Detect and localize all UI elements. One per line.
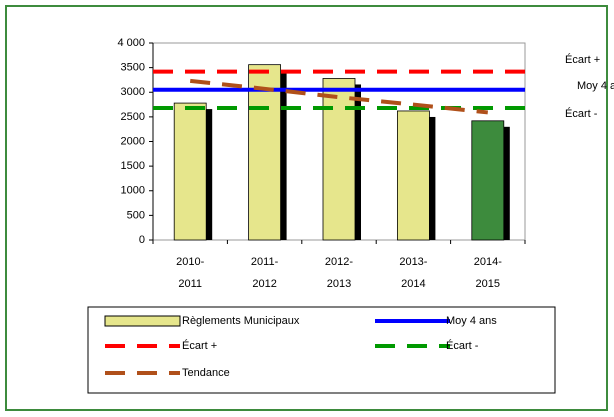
legend-label: Écart - [446,339,479,352]
bar [471,120,505,241]
annotation: Écart - [565,107,598,120]
y-tick-label: 3000 [121,86,145,98]
x-tick-label: 2011 [178,278,202,290]
y-tick-label: 500 [127,209,145,221]
x-tick-label: 2012 [252,278,276,290]
x-tick-label: 2014- [474,256,502,268]
y-tick-label: 2500 [121,111,145,123]
x-tick-label: 2012- [325,256,353,268]
bar [248,64,282,241]
y-tick-label: 1500 [121,160,145,172]
annotation: Écart + [565,53,600,66]
x-tick-label: 2014 [401,278,425,290]
legend-label: Règlements Municipaux [182,315,300,327]
line-series [189,78,489,115]
y-tick-label: 2000 [121,135,145,147]
x-tick-label: 2010- [176,256,204,268]
x-tick-label: 2015 [476,278,500,290]
x-tick-label: 2013 [327,278,351,290]
bar [322,78,356,241]
legend-label: Moy 4 ans [446,315,497,327]
legend-label: Tendance [182,367,230,379]
x-tick-label: 2011- [251,256,279,268]
legend-label: Écart + [182,339,217,352]
bar [396,110,430,241]
y-tick-label: 3500 [121,62,145,74]
legend-swatch [104,315,181,327]
y-tick-label: 0 [139,234,145,246]
y-tick-label: 1000 [121,185,145,197]
y-tick-label: 4 000 [117,37,145,49]
annotation: Moy 4 ans [577,80,614,92]
bar [173,102,207,241]
x-tick-label: 2013- [399,256,427,268]
